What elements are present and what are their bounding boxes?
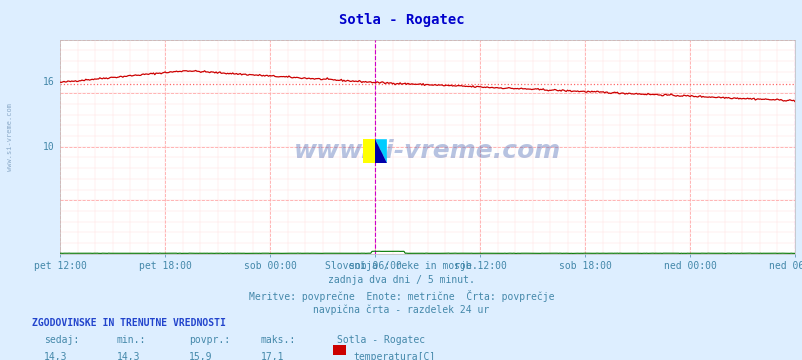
Text: 15,9: 15,9 — [188, 352, 212, 360]
Text: maks.:: maks.: — [261, 335, 296, 345]
Text: www.si-vreme.com: www.si-vreme.com — [294, 139, 561, 163]
Text: 14,3: 14,3 — [44, 352, 67, 360]
Text: ZGODOVINSKE IN TRENUTNE VREDNOSTI: ZGODOVINSKE IN TRENUTNE VREDNOSTI — [32, 318, 225, 328]
Text: temperatura[C]: temperatura[C] — [353, 352, 435, 360]
Text: Sotla - Rogatec: Sotla - Rogatec — [338, 13, 464, 27]
Text: povpr.:: povpr.: — [188, 335, 229, 345]
Text: min.:: min.: — [116, 335, 146, 345]
Text: navpična črta - razdelek 24 ur: navpična črta - razdelek 24 ur — [313, 304, 489, 315]
Text: Slovenija / reke in morje.: Slovenija / reke in morje. — [325, 261, 477, 271]
Text: 14,3: 14,3 — [116, 352, 140, 360]
Text: 16: 16 — [43, 77, 55, 87]
Text: zadnja dva dni / 5 minut.: zadnja dva dni / 5 minut. — [328, 275, 474, 285]
Text: Sotla - Rogatec: Sotla - Rogatec — [337, 335, 425, 345]
Text: 17,1: 17,1 — [261, 352, 284, 360]
Polygon shape — [375, 139, 387, 163]
Bar — [363, 139, 375, 163]
Polygon shape — [375, 139, 387, 163]
Text: www.si-vreme.com: www.si-vreme.com — [7, 103, 14, 171]
Text: 10: 10 — [43, 142, 55, 152]
Text: sedaj:: sedaj: — [44, 335, 79, 345]
Text: Meritve: povprečne  Enote: metrične  Črta: povprečje: Meritve: povprečne Enote: metrične Črta:… — [249, 290, 553, 302]
